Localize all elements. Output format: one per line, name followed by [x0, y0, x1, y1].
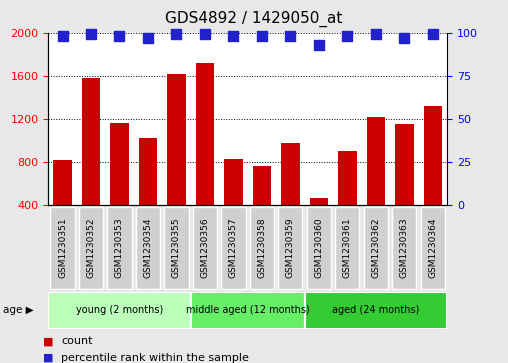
Bar [53, 160, 72, 248]
Text: GSM1230352: GSM1230352 [86, 217, 96, 278]
Point [315, 42, 323, 48]
Text: GSM1230351: GSM1230351 [58, 217, 67, 278]
Text: GSM1230358: GSM1230358 [258, 217, 266, 278]
Point [87, 32, 95, 37]
Point [258, 33, 266, 39]
Text: percentile rank within the sample: percentile rank within the sample [61, 352, 249, 363]
Bar [224, 159, 243, 248]
Bar [424, 106, 442, 248]
Text: GSM1230361: GSM1230361 [343, 217, 352, 278]
Bar [367, 117, 385, 248]
Text: GSM1230363: GSM1230363 [400, 217, 409, 278]
Point [372, 32, 380, 37]
Bar [110, 123, 129, 248]
Bar [421, 207, 445, 289]
Bar [167, 74, 186, 248]
Bar [193, 207, 217, 289]
Bar [107, 207, 132, 289]
Bar [250, 207, 274, 289]
Point [229, 33, 237, 39]
Point [115, 33, 123, 39]
Point [201, 32, 209, 37]
Bar [136, 207, 160, 289]
Text: GSM1230359: GSM1230359 [286, 217, 295, 278]
Point [58, 33, 67, 39]
Bar [395, 124, 414, 248]
Text: GSM1230357: GSM1230357 [229, 217, 238, 278]
Point [429, 32, 437, 37]
Text: GSM1230353: GSM1230353 [115, 217, 124, 278]
Text: GSM1230364: GSM1230364 [428, 217, 437, 278]
Text: GSM1230356: GSM1230356 [201, 217, 209, 278]
Bar [281, 143, 300, 248]
Bar [309, 197, 328, 248]
Bar [50, 207, 75, 289]
Bar [79, 207, 103, 289]
Text: GSM1230362: GSM1230362 [371, 217, 380, 278]
Text: ■: ■ [43, 352, 54, 363]
Point [400, 35, 408, 41]
Text: young (2 months): young (2 months) [76, 305, 163, 315]
Text: age ▶: age ▶ [3, 305, 33, 315]
Bar [307, 207, 331, 289]
Bar [48, 292, 190, 329]
Bar [252, 166, 271, 248]
Text: GDS4892 / 1429050_at: GDS4892 / 1429050_at [165, 11, 343, 27]
Bar [278, 207, 302, 289]
Bar [190, 292, 305, 329]
Bar [221, 207, 245, 289]
Point [172, 32, 180, 37]
Bar [196, 63, 214, 248]
Bar [82, 78, 100, 248]
Text: GSM1230355: GSM1230355 [172, 217, 181, 278]
Point [144, 35, 152, 41]
Bar [139, 138, 157, 248]
Bar [335, 207, 360, 289]
Bar [164, 207, 188, 289]
Bar [392, 207, 417, 289]
Point [343, 33, 352, 39]
Text: GSM1230354: GSM1230354 [143, 217, 152, 278]
Bar [338, 151, 357, 248]
Text: ■: ■ [43, 336, 54, 346]
Bar [305, 292, 447, 329]
Text: count: count [61, 336, 92, 346]
Bar [364, 207, 388, 289]
Text: middle aged (12 months): middle aged (12 months) [186, 305, 309, 315]
Point [287, 33, 295, 39]
Text: aged (24 months): aged (24 months) [332, 305, 420, 315]
Text: GSM1230360: GSM1230360 [314, 217, 324, 278]
